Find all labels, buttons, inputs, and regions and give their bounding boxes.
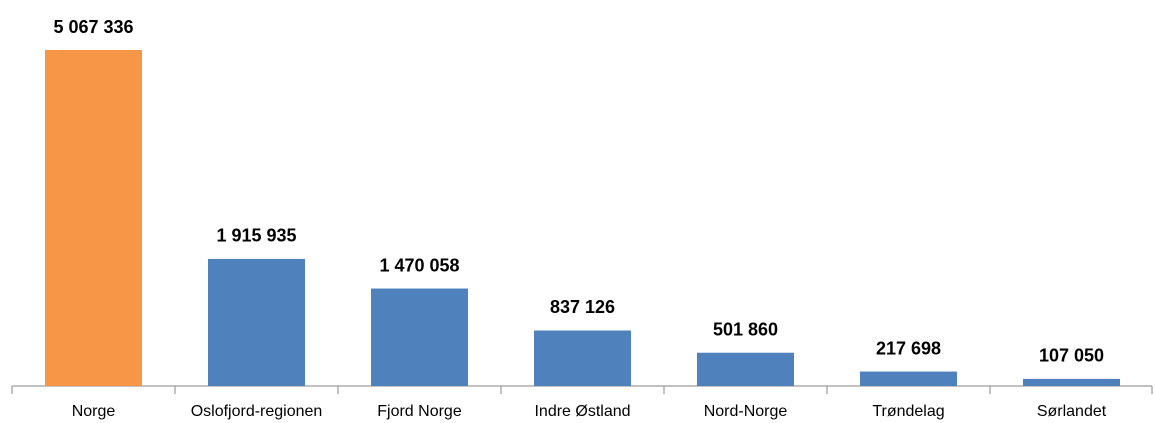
value-label: 107 050 (1039, 346, 1104, 366)
bar (371, 288, 468, 386)
x-tick-label: Nord-Norge (704, 403, 788, 420)
bar (697, 352, 794, 386)
x-tick-label: Sørlandet (1037, 403, 1107, 420)
value-label: 837 126 (550, 297, 615, 317)
bar (860, 371, 957, 386)
x-tick-label: Fjord Norge (377, 403, 462, 420)
value-label: 501 860 (713, 319, 778, 339)
value-label: 5 067 336 (53, 17, 133, 37)
x-tick-label: Oslofjord-regionen (191, 403, 323, 420)
value-label: 1 915 935 (216, 226, 296, 246)
x-tick-label: Trøndelag (872, 403, 944, 420)
bar (534, 330, 631, 386)
bar (45, 50, 142, 386)
value-label: 1 470 058 (379, 255, 459, 275)
bar (208, 258, 305, 386)
x-tick-label: Indre Østland (534, 403, 630, 420)
bar (1023, 378, 1120, 386)
x-tick-label: Norge (72, 403, 116, 420)
value-label: 217 698 (876, 338, 941, 358)
